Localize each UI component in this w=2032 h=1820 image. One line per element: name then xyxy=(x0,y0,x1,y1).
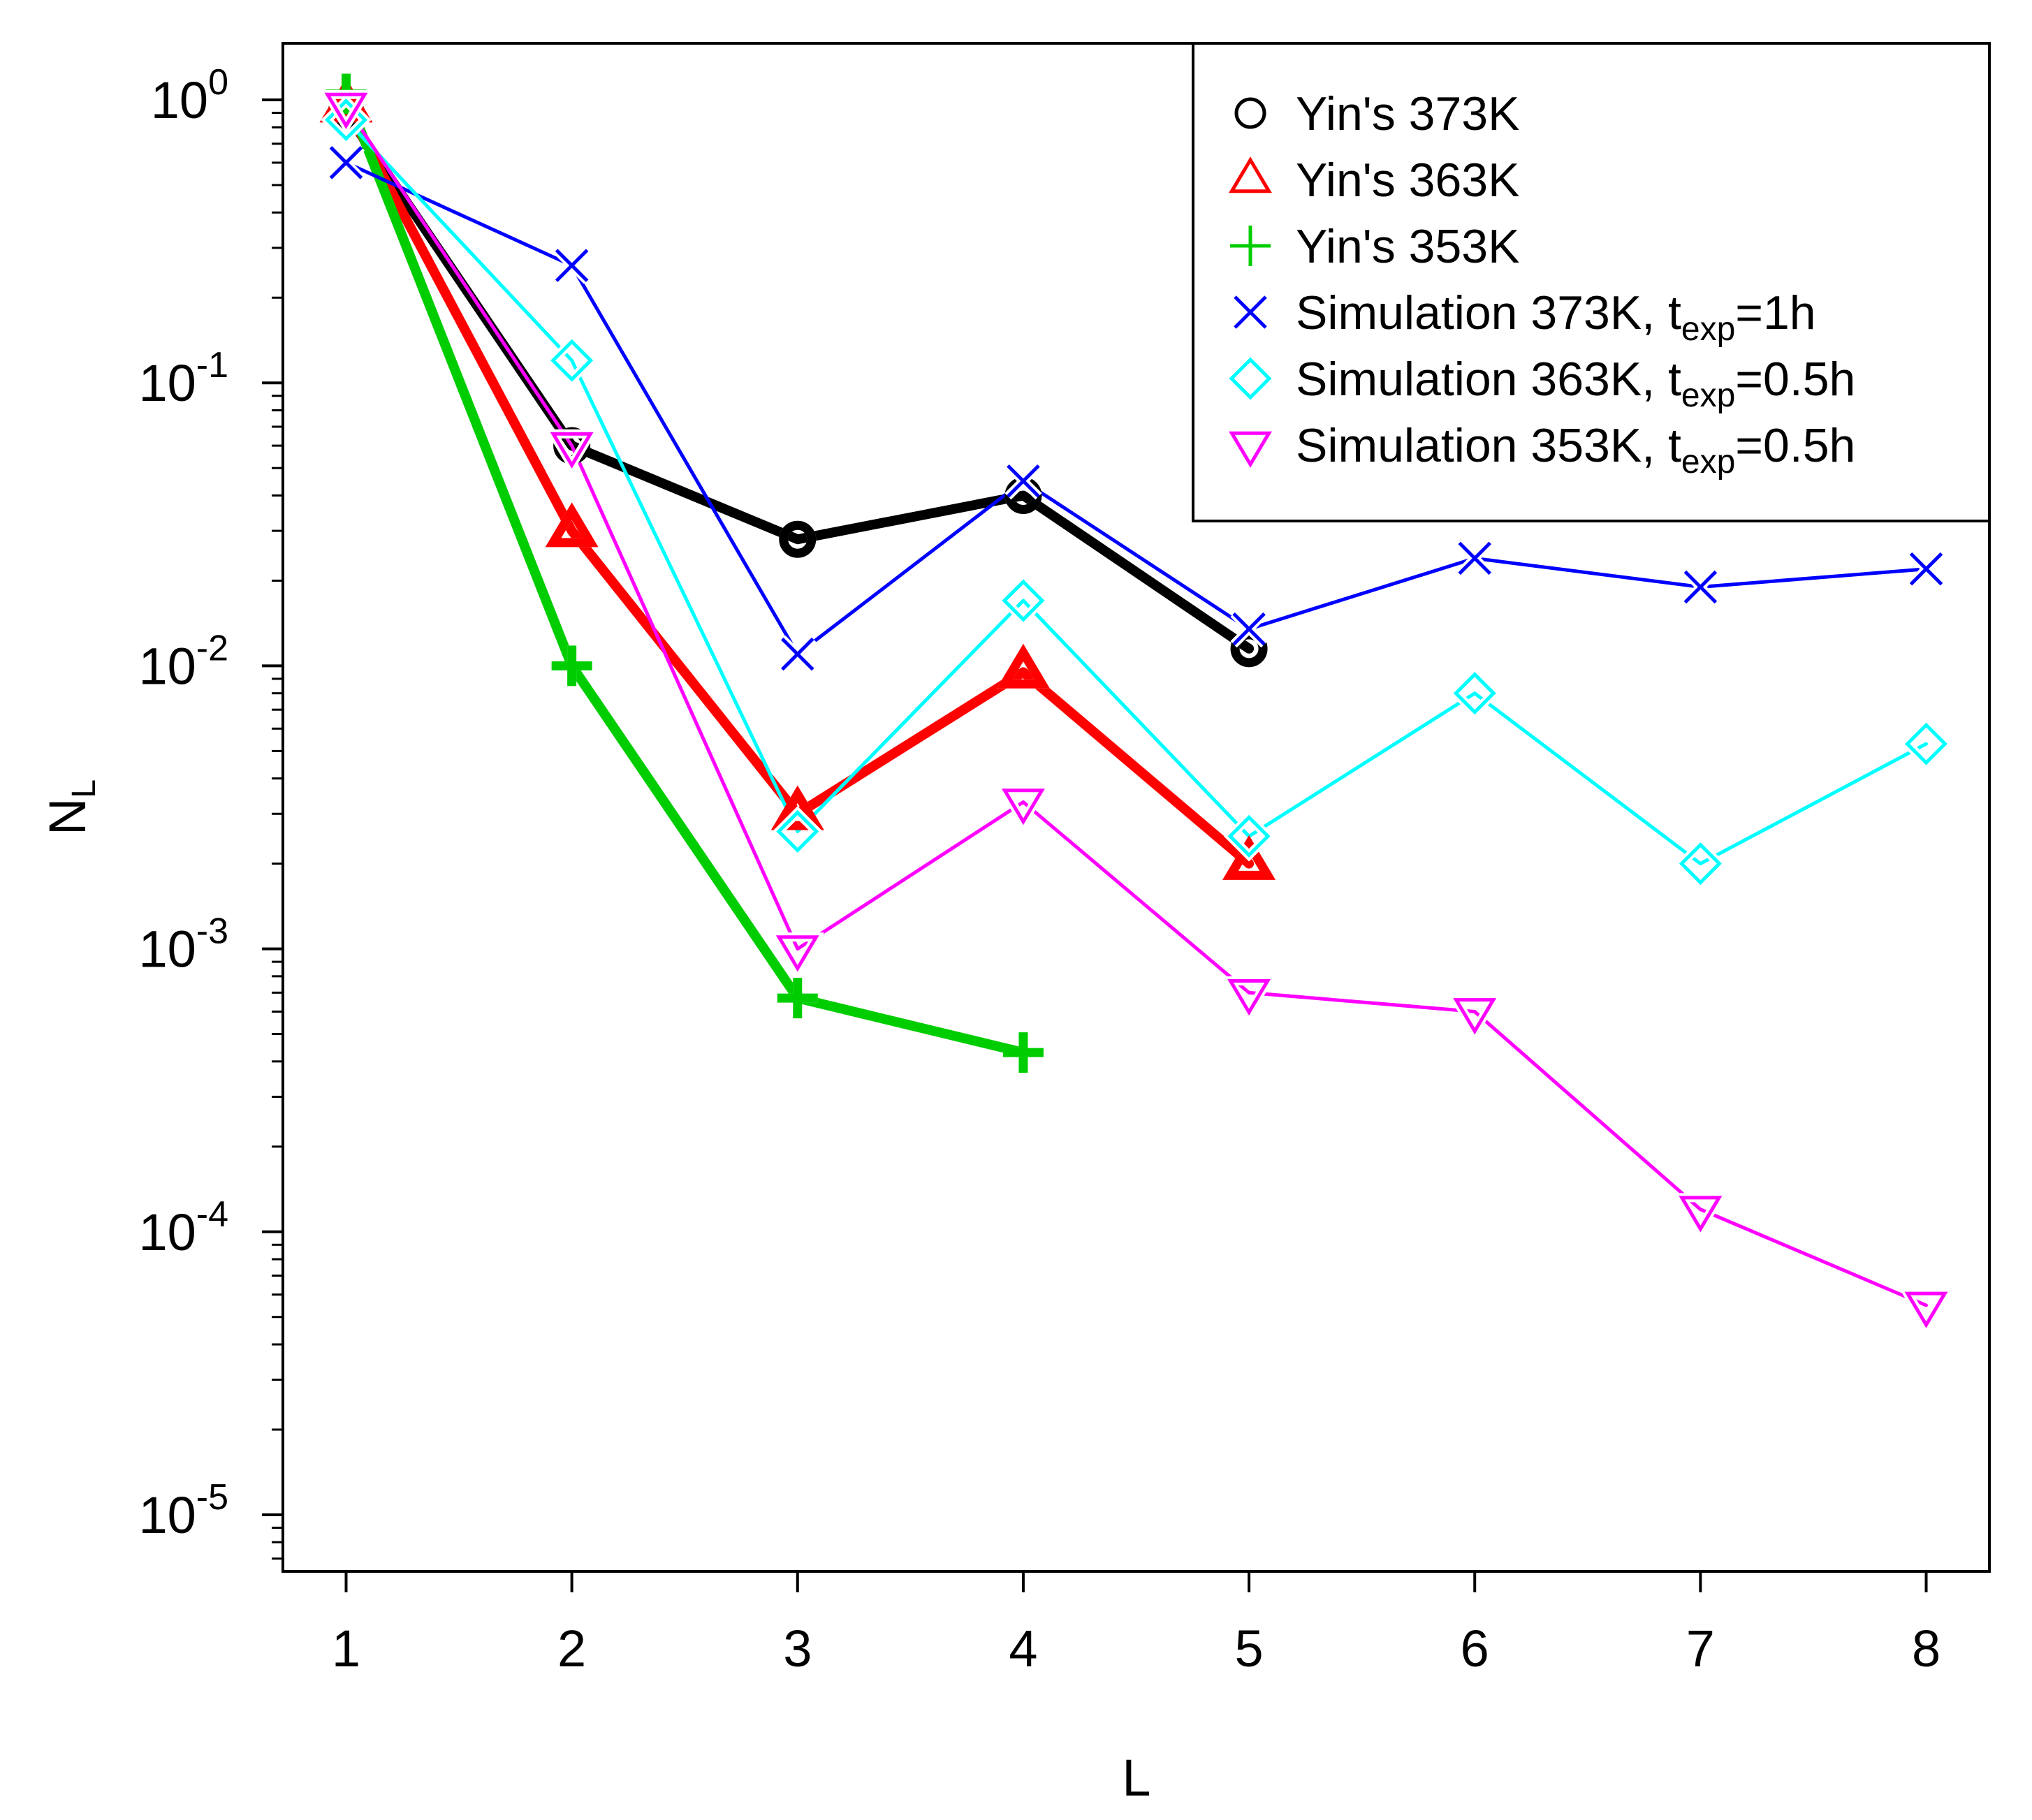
data-point-3-1 xyxy=(555,249,589,282)
x-tick-label: 5 xyxy=(1234,1620,1263,1678)
series-line-3 xyxy=(344,161,1928,656)
x-axis: 1 2 3 4 5 6 7 8 xyxy=(332,1570,1940,1678)
data-point-5-1 xyxy=(550,432,594,469)
data-point-2-1 xyxy=(551,645,592,687)
y-tick-label: 10-2 xyxy=(138,628,228,695)
legend-label-0: Yin's 373K xyxy=(1296,87,1519,140)
y-axis-label: NL xyxy=(38,779,103,835)
legend-label-subscript: exp xyxy=(1681,311,1735,348)
legend-marker-0 xyxy=(1234,97,1266,129)
data-point-5-5 xyxy=(1453,998,1497,1035)
data-point-4-2 xyxy=(776,809,819,853)
data-point-3-0 xyxy=(329,146,363,179)
legend-label-suffix: =0.5h xyxy=(1735,419,1855,472)
y-tick-base: 10 xyxy=(138,1486,196,1544)
data-point-3-4 xyxy=(1232,612,1266,646)
data-point-5-6 xyxy=(1679,1196,1723,1233)
legend-label-3: Simulation 373K, texp=1h xyxy=(1296,286,1816,348)
legend-label-suffix: =1h xyxy=(1735,286,1815,339)
data-point-3-2 xyxy=(781,637,814,671)
x-axis-label: L xyxy=(1122,1749,1150,1807)
y-tick-base: 10 xyxy=(138,637,196,695)
y-tick-label: 100 xyxy=(151,62,228,129)
data-point-4-0 xyxy=(324,98,368,142)
data-point-2-3 xyxy=(1002,1032,1044,1073)
data-point-5-3 xyxy=(1001,788,1045,825)
legend-marker-4 xyxy=(1229,357,1272,400)
legend-label-5: Simulation 353K, texp=0.5h xyxy=(1296,419,1855,480)
legend-label-text: Simulation 363K, t xyxy=(1296,353,1681,406)
data-point-3-6 xyxy=(1683,570,1718,604)
y-tick-exponent: -1 xyxy=(196,345,228,386)
series-line-2 xyxy=(341,89,1028,1058)
data-point-1-2 xyxy=(770,785,824,830)
data-point-4-5 xyxy=(1453,672,1496,715)
legend-label-4: Simulation 363K, texp=0.5h xyxy=(1296,353,1855,414)
x-tick-label: 1 xyxy=(332,1620,360,1678)
x-tick-label: 2 xyxy=(557,1620,586,1678)
y-tick-base: 10 xyxy=(151,71,208,129)
y-axis-label-main: N xyxy=(38,798,96,835)
data-point-2-2 xyxy=(777,978,818,1019)
data-point-4-1 xyxy=(550,339,594,382)
legend-label-2: Yin's 353K xyxy=(1296,220,1519,273)
series-line-4 xyxy=(344,118,1928,866)
y-tick-exponent: 0 xyxy=(208,62,228,103)
data-point-5-4 xyxy=(1227,979,1271,1016)
y-tick-exponent: -2 xyxy=(196,628,228,668)
data-point-3-7 xyxy=(1909,552,1943,586)
legend-label-subscript: exp xyxy=(1681,443,1735,480)
y-tick-label: 10-1 xyxy=(138,345,228,412)
data-point-0-2 xyxy=(779,520,817,558)
legend-label-subscript: exp xyxy=(1681,377,1735,414)
legend-label-1: Yin's 363K xyxy=(1296,154,1519,207)
y-tick-exponent: -3 xyxy=(196,911,228,952)
y-tick-base: 10 xyxy=(138,1203,196,1261)
data-point-3-5 xyxy=(1458,541,1491,575)
x-tick-label: 4 xyxy=(1009,1620,1037,1678)
legend-label-text: Simulation 373K, t xyxy=(1296,286,1681,339)
data-point-1-1 xyxy=(545,502,599,548)
y-tick-exponent: -5 xyxy=(196,1477,228,1518)
x-tick-label: 3 xyxy=(783,1620,812,1678)
y-tick-label: 10-4 xyxy=(138,1194,228,1261)
data-point-1-4 xyxy=(1222,835,1276,880)
x-tick-label: 7 xyxy=(1686,1620,1715,1678)
y-tick-exponent: -4 xyxy=(196,1194,228,1235)
legend-marker-5 xyxy=(1229,431,1272,468)
series-line-5 xyxy=(344,104,1928,1307)
y-tick-label: 10-3 xyxy=(138,911,228,978)
legend-label-suffix: =0.5h xyxy=(1735,353,1855,406)
legend-marker-1 xyxy=(1229,156,1272,193)
legend-marker-3 xyxy=(1234,295,1267,329)
data-point-4-7 xyxy=(1904,722,1948,765)
series-markers xyxy=(319,73,1953,1334)
legend-box xyxy=(1192,42,1991,522)
legend-marker-2 xyxy=(1230,226,1271,266)
legend-label-text: Simulation 353K, t xyxy=(1296,419,1681,472)
data-point-5-7 xyxy=(1904,1291,1948,1328)
y-tick-base: 10 xyxy=(138,920,196,978)
data-point-4-4 xyxy=(1227,814,1271,858)
data-point-3-3 xyxy=(1007,464,1040,498)
y-tick-base: 10 xyxy=(138,354,196,412)
y-tick-label: 10-5 xyxy=(138,1477,228,1544)
data-point-1-3 xyxy=(996,643,1050,689)
legend: Yin's 373K Yin's 363K Yin's 353K Simulation… xyxy=(1192,42,1991,522)
x-tick-label: 6 xyxy=(1461,1620,1489,1678)
data-point-5-0 xyxy=(324,92,368,129)
x-tick-label: 8 xyxy=(1912,1620,1940,1678)
data-point-4-6 xyxy=(1679,842,1722,886)
data-point-5-2 xyxy=(775,935,819,972)
y-axis-label-subscript: L xyxy=(66,779,103,798)
data-point-4-3 xyxy=(1002,579,1045,622)
svg-text:NL: NL xyxy=(38,779,103,835)
